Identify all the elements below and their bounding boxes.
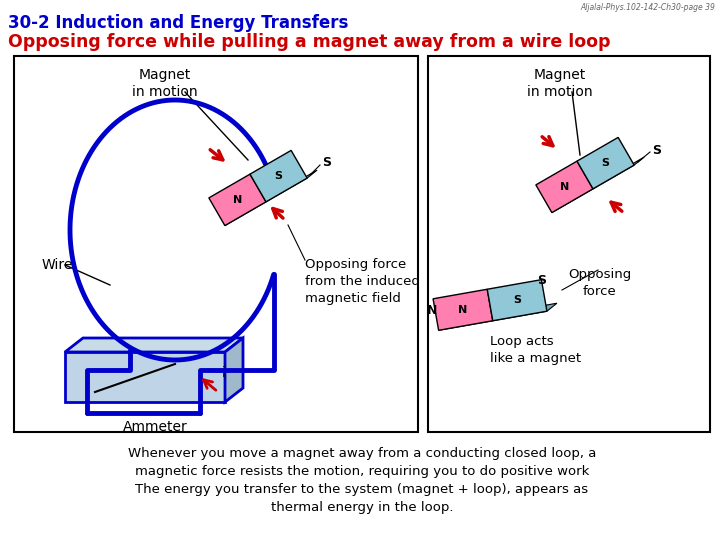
Text: S: S xyxy=(513,295,521,305)
Polygon shape xyxy=(225,194,276,226)
Polygon shape xyxy=(266,170,317,202)
Polygon shape xyxy=(65,352,225,402)
Text: Wire: Wire xyxy=(42,258,73,272)
Polygon shape xyxy=(593,157,644,189)
Text: Loop acts
like a magnet: Loop acts like a magnet xyxy=(490,335,581,365)
Polygon shape xyxy=(209,174,266,226)
Bar xyxy=(14,56,418,432)
Text: Magnet
in motion: Magnet in motion xyxy=(132,68,198,99)
Polygon shape xyxy=(65,338,243,352)
Polygon shape xyxy=(225,338,243,402)
Text: Aljalal-Phys.102-142-Ch30-page 39: Aljalal-Phys.102-142-Ch30-page 39 xyxy=(580,3,715,12)
Polygon shape xyxy=(433,289,492,330)
Text: S: S xyxy=(537,273,546,287)
Polygon shape xyxy=(250,151,307,202)
Text: Ammeter: Ammeter xyxy=(122,420,187,434)
Bar xyxy=(428,56,710,432)
Text: Opposing force
from the induced
magnetic field: Opposing force from the induced magnetic… xyxy=(305,258,420,305)
Text: S: S xyxy=(602,158,610,168)
Text: 30-2 Induction and Energy Transfers: 30-2 Induction and Energy Transfers xyxy=(8,14,348,32)
Text: N: N xyxy=(560,182,569,192)
Text: N: N xyxy=(427,303,437,316)
Text: N: N xyxy=(459,305,467,315)
Text: Opposing force while pulling a magnet away from a wire loop: Opposing force while pulling a magnet aw… xyxy=(8,33,611,51)
Polygon shape xyxy=(438,313,503,330)
Text: Opposing
force: Opposing force xyxy=(568,268,631,298)
Text: i: i xyxy=(222,366,226,380)
Text: S: S xyxy=(274,171,282,181)
Polygon shape xyxy=(492,303,557,321)
Polygon shape xyxy=(552,181,603,213)
Text: N: N xyxy=(233,195,242,205)
Text: S: S xyxy=(652,144,661,157)
Text: Whenever you move a magnet away from a conducting closed loop, a
magnetic force : Whenever you move a magnet away from a c… xyxy=(128,447,596,514)
Text: S: S xyxy=(322,157,331,170)
Text: Magnet
in motion: Magnet in motion xyxy=(527,68,593,99)
Polygon shape xyxy=(487,280,547,321)
Polygon shape xyxy=(536,161,593,213)
Polygon shape xyxy=(577,137,634,189)
